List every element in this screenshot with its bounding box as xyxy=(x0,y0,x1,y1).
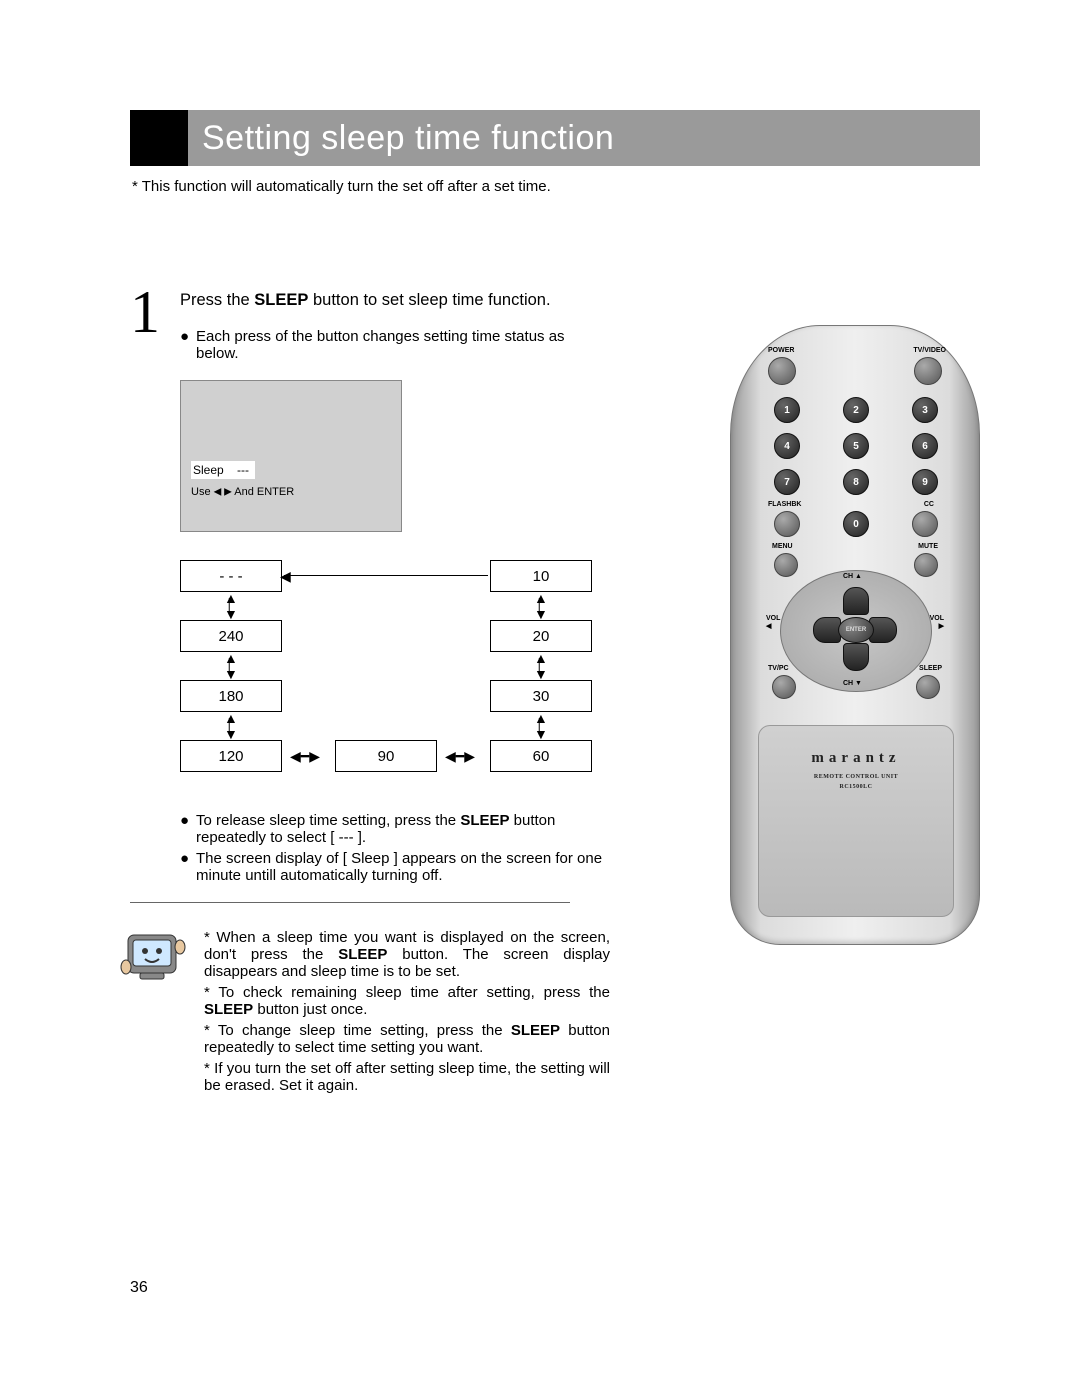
dpad-down[interactable] xyxy=(843,643,869,671)
cycle-dash: - - - xyxy=(180,560,282,592)
num-6-button[interactable]: 6 xyxy=(912,433,938,459)
tip-1: * When a sleep time you want is displaye… xyxy=(204,929,610,980)
label-tvpc: TV/PC xyxy=(768,665,789,672)
sleep-cycle-diagram: - - - 240 180 120 90 10 20 30 60 ◀ xyxy=(180,560,600,790)
osd-sleep-value: --- xyxy=(237,463,249,477)
cycle-10: 10 xyxy=(490,560,592,592)
num-3-button[interactable]: 3 xyxy=(912,397,938,423)
step-heading-post: button to set sleep time function. xyxy=(308,291,550,309)
osd-use-line: Use ◀ ▶ And ENTER xyxy=(191,486,294,498)
tv-character-icon xyxy=(120,929,186,989)
label-chdn: CH ▼ xyxy=(843,680,862,687)
tip2-pre: * To check remaining sleep time after se… xyxy=(204,984,610,1001)
mute-button[interactable] xyxy=(914,553,938,577)
release-bold: SLEEP xyxy=(460,812,509,829)
release-bullet-text: To release sleep time setting, press the… xyxy=(196,812,610,846)
dpad-up[interactable] xyxy=(843,587,869,615)
num-1-button[interactable]: 1 xyxy=(774,397,800,423)
tip2-post: button just once. xyxy=(253,1001,367,1018)
step-heading-bold: SLEEP xyxy=(254,291,308,309)
num-4-button[interactable]: 4 xyxy=(774,433,800,459)
remote-control: POWER TV/VIDEO 1 2 3 4 5 6 7 8 9 FLASHBK… xyxy=(730,325,980,945)
arrow-head-top: ◀ xyxy=(280,568,291,585)
num-7-button[interactable]: 7 xyxy=(774,469,800,495)
osd-use-post: And ENTER xyxy=(232,486,294,498)
unit-label-1: REMOTE CONTROL UNIT xyxy=(759,774,953,780)
step-heading-pre: Press the xyxy=(180,291,254,309)
tip-3: * To change sleep time setting, press th… xyxy=(204,1022,610,1056)
cycle-90: 90 xyxy=(335,740,437,772)
step-bullet-1-text: Each press of the button changes setting… xyxy=(196,328,610,362)
label-mute: MUTE xyxy=(918,543,938,550)
cycle-60: 60 xyxy=(490,740,592,772)
tip2-bold: SLEEP xyxy=(204,1001,253,1018)
osd-sleep-line: Sleep --- xyxy=(191,461,255,479)
tip3-bold: SLEEP xyxy=(511,1022,560,1039)
page-title: Setting sleep time function xyxy=(188,110,980,166)
arrow-v-l2: ▲│▼ xyxy=(224,654,236,678)
arrow-line-top xyxy=(284,575,488,576)
cycle-20: 20 xyxy=(490,620,592,652)
brand-label: marantz xyxy=(759,750,953,767)
arrow-v-r3: ▲│▼ xyxy=(534,714,546,738)
arrow-h-b2: ◀━▶ xyxy=(445,748,475,765)
label-cc: CC xyxy=(924,501,934,508)
num-9-button[interactable]: 9 xyxy=(912,469,938,495)
tip1-bold: SLEEP xyxy=(338,946,387,963)
unit-label-2: RC1500LC xyxy=(759,784,953,790)
display-bullet-text: The screen display of [ Sleep ] appears … xyxy=(196,850,610,884)
tip-2: * To check remaining sleep time after se… xyxy=(204,984,610,1018)
label-sleep: SLEEP xyxy=(919,665,942,672)
display-bullet: ● The screen display of [ Sleep ] appear… xyxy=(180,850,610,884)
subtitle: * This function will automatically turn … xyxy=(132,178,980,195)
label-tvvideo: TV/VIDEO xyxy=(913,347,946,354)
step-heading: Press the SLEEP button to set sleep time… xyxy=(180,291,610,310)
label-chup: CH ▲ xyxy=(843,573,862,580)
cycle-240: 240 xyxy=(180,620,282,652)
label-power: POWER xyxy=(768,347,794,354)
osd-sleep-label: Sleep xyxy=(193,463,224,477)
step-bullet-1: ● Each press of the button changes setti… xyxy=(180,328,610,362)
release-bullet: ● To release sleep time setting, press t… xyxy=(180,812,610,846)
label-flashbk: FLASHBK xyxy=(768,501,801,508)
step-number: 1 xyxy=(130,285,180,339)
dpad: ENTER xyxy=(813,587,897,671)
arrow-h-b1: ◀━▶ xyxy=(290,748,320,765)
release-pre: To release sleep time setting, press the xyxy=(196,812,460,829)
sleep-button[interactable] xyxy=(916,675,940,699)
title-black-box xyxy=(130,110,188,166)
arrow-v-r1: ▲│▼ xyxy=(534,594,546,618)
dpad-left[interactable] xyxy=(813,617,841,643)
remote-lower-panel: marantz REMOTE CONTROL UNIT RC1500LC xyxy=(758,725,954,917)
num-8-button[interactable]: 8 xyxy=(843,469,869,495)
num-2-button[interactable]: 2 xyxy=(843,397,869,423)
label-menu: MENU xyxy=(772,543,793,550)
osd-screen: Sleep --- Use ◀ ▶ And ENTER xyxy=(180,380,402,532)
tvvideo-button[interactable] xyxy=(914,357,942,385)
page-number: 36 xyxy=(130,1279,148,1297)
arrow-v-l3: ▲│▼ xyxy=(224,714,236,738)
arrow-v-r2: ▲│▼ xyxy=(534,654,546,678)
cc-button[interactable] xyxy=(912,511,938,537)
enter-button[interactable]: ENTER xyxy=(838,617,874,643)
tvpc-button[interactable] xyxy=(772,675,796,699)
cycle-30: 30 xyxy=(490,680,592,712)
cycle-120: 120 xyxy=(180,740,282,772)
label-voll: VOL◀ xyxy=(766,615,780,630)
num-5-button[interactable]: 5 xyxy=(843,433,869,459)
power-button[interactable] xyxy=(768,357,796,385)
divider xyxy=(130,902,570,903)
title-bar: Setting sleep time function xyxy=(130,110,980,166)
tip-4: * If you turn the set off after setting … xyxy=(204,1060,610,1094)
osd-use-pre: Use xyxy=(191,486,214,498)
flashbk-button[interactable] xyxy=(774,511,800,537)
menu-button[interactable] xyxy=(774,553,798,577)
tip3-pre: * To change sleep time setting, press th… xyxy=(204,1022,511,1039)
tips-block: * When a sleep time you want is displaye… xyxy=(204,929,610,1098)
cycle-180: 180 xyxy=(180,680,282,712)
arrow-v-l1: ▲│▼ xyxy=(224,594,236,618)
num-0-button[interactable]: 0 xyxy=(843,511,869,537)
label-volr: VOL▶ xyxy=(930,615,944,630)
